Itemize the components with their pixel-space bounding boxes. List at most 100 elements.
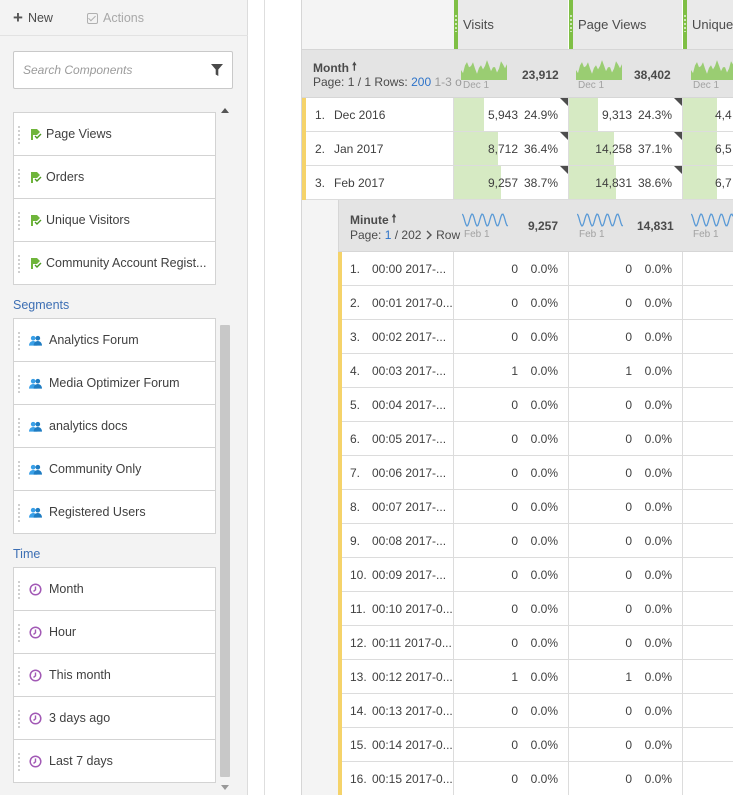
pageviews-cell[interactable]: 0 0.0% [569,592,683,626]
visits-cell[interactable]: 0 0.0% [454,490,569,524]
segment-item-media-optimizer-forum[interactable]: Media Optimizer Forum [13,361,216,405]
visits-cell[interactable]: 0 0.0% [454,626,569,660]
month-dimension-title[interactable]: Month 🠕 [313,58,357,77]
visits-cell[interactable]: 0 0.0% [454,388,569,422]
visits-cell[interactable]: 0 0.0% [454,558,569,592]
drag-handle-icon[interactable] [18,168,20,188]
table-row[interactable]: 12. 00:11 2017-0... 0 0.0% 0 0.0% [338,626,733,660]
components-scrollbar[interactable] [218,104,232,795]
pageviews-cell[interactable]: 0 0.0% [569,456,683,490]
segment-item-analytics-forum[interactable]: Analytics Forum [13,318,216,362]
table-row[interactable]: 1. 00:00 2017-... 0 0.0% 0 0.0% [338,252,733,286]
unique-visitors-cell[interactable] [683,354,733,388]
sort-ascending-icon[interactable]: 🠕 [351,61,357,73]
page-current[interactable]: 1 [347,75,355,89]
row-dimension-cell[interactable]: 14. 00:13 2017-0... [338,694,454,728]
pageviews-cell[interactable]: 0 0.0% [569,626,683,660]
row-dimension-cell[interactable]: 13. 00:12 2017-0... [338,660,454,694]
table-row[interactable]: 10. 00:09 2017-... 0 0.0% 0 0.0% [338,558,733,592]
metric-item-page-views[interactable]: Page Views [13,112,216,156]
visits-cell[interactable]: 0 0.0% [454,524,569,558]
pageviews-cell[interactable]: 0 0.0% [569,286,683,320]
table-row[interactable]: 2. Jan 2017 8,712 36.4% 14,258 37.1% 6,5 [302,132,733,166]
visits-cell[interactable]: 1 0.0% [454,660,569,694]
time-item-last-7-days[interactable]: Last 7 days [13,739,216,783]
column-header-page-views[interactable]: Page Views [569,0,683,49]
drag-handle-icon[interactable] [18,125,20,145]
visits-cell[interactable]: 0 0.0% [454,320,569,354]
table-row[interactable]: 1. Dec 2016 5,943 24.9% 9,313 24.3% 4,4 [302,98,733,132]
visits-cell[interactable]: 0 0.0% [454,456,569,490]
unique-visitors-cell[interactable] [683,286,733,320]
row-dimension-cell[interactable]: 11. 00:10 2017-0... [338,592,454,626]
pageviews-cell[interactable]: 0 0.0% [569,320,683,354]
drag-handle-icon[interactable] [18,580,20,600]
row-dimension-cell[interactable]: 3. Feb 2017 [302,166,454,200]
drag-handle-icon[interactable] [18,211,20,231]
unique-visitors-cell[interactable] [683,660,733,694]
scroll-down-icon[interactable] [221,785,229,790]
time-item-month[interactable]: Month [13,567,216,611]
drag-handle-icon[interactable] [18,623,20,643]
time-item-this-month[interactable]: This month [13,653,216,697]
unique-visitors-cell[interactable] [683,728,733,762]
unique-visitors-cell[interactable] [683,388,733,422]
unique-visitors-cell[interactable] [683,252,733,286]
visits-cell[interactable]: 0 0.0% [454,592,569,626]
minute-dimension-title[interactable]: Minute 🠕 [350,210,396,229]
time-item-hour[interactable]: Hour [13,610,216,654]
visits-cell[interactable]: 0 0.0% [454,286,569,320]
table-row[interactable]: 4. 00:03 2017-... 1 0.0% 1 0.0% [338,354,733,388]
unique-visitors-cell[interactable] [683,694,733,728]
pageviews-cell[interactable]: 0 0.0% [569,422,683,456]
drag-handle-icon[interactable] [18,254,20,274]
pageviews-cell[interactable]: 14,258 37.1% [569,132,683,166]
row-dimension-cell[interactable]: 5. 00:04 2017-... [338,388,454,422]
pageviews-cell[interactable]: 14,831 38.6% [569,166,683,200]
drag-handle-icon[interactable] [18,460,20,480]
table-row[interactable]: 15. 00:14 2017-0... 0 0.0% 0 0.0% [338,728,733,762]
row-dimension-cell[interactable]: 7. 00:06 2017-... [338,456,454,490]
visits-cell[interactable]: 0 0.0% [454,762,569,795]
chevron-right-icon[interactable] [425,230,433,240]
time-item-3-days-ago[interactable]: 3 days ago [13,696,216,740]
row-dimension-cell[interactable]: 9. 00:08 2017-... [338,524,454,558]
unique-visitors-cell[interactable] [683,422,733,456]
visits-cell[interactable]: 9,257 38.7% [454,166,569,200]
table-row[interactable]: 3. 00:02 2017-... 0 0.0% 0 0.0% [338,320,733,354]
table-row[interactable]: 13. 00:12 2017-0... 1 0.0% 1 0.0% [338,660,733,694]
pageviews-cell[interactable]: 0 0.0% [569,524,683,558]
row-dimension-cell[interactable]: 2. 00:01 2017-0... [338,286,454,320]
pageviews-cell[interactable]: 9,313 24.3% [569,98,683,132]
pageviews-cell[interactable]: 0 0.0% [569,490,683,524]
unique-visitors-cell[interactable] [683,320,733,354]
unique-visitors-cell[interactable] [683,558,733,592]
visits-cell[interactable]: 5,943 24.9% [454,98,569,132]
metric-item-unique-visitors[interactable]: Unique Visitors [13,198,216,242]
visits-cell[interactable]: 0 0.0% [454,728,569,762]
segment-item-analytics-docs[interactable]: analytics docs [13,404,216,448]
unique-visitors-cell[interactable] [683,762,733,795]
scroll-thumb[interactable] [220,325,230,777]
table-row[interactable]: 14. 00:13 2017-0... 0 0.0% 0 0.0% [338,694,733,728]
row-dimension-cell[interactable]: 1. 00:00 2017-... [338,252,454,286]
pageviews-cell[interactable]: 0 0.0% [569,762,683,795]
visits-cell[interactable]: 1 0.0% [454,354,569,388]
row-dimension-cell[interactable]: 16. 00:15 2017-0... [338,762,454,795]
column-header-visits[interactable]: Visits [454,0,569,49]
visits-cell[interactable]: 8,712 36.4% [454,132,569,166]
table-row[interactable]: 11. 00:10 2017-0... 0 0.0% 0 0.0% [338,592,733,626]
visits-cell[interactable]: 0 0.0% [454,422,569,456]
row-dimension-cell[interactable]: 3. 00:02 2017-... [338,320,454,354]
segment-item-registered-users[interactable]: Registered Users [13,490,216,534]
table-row[interactable]: 9. 00:08 2017-... 0 0.0% 0 0.0% [338,524,733,558]
pageviews-cell[interactable]: 0 0.0% [569,558,683,592]
rows-per-page-link[interactable]: 200 [411,75,432,89]
row-dimension-cell[interactable]: 1. Dec 2016 [302,98,454,132]
page-current[interactable]: 1 [384,228,392,242]
table-row[interactable]: 5. 00:04 2017-... 0 0.0% 0 0.0% [338,388,733,422]
unique-visitors-cell[interactable] [683,456,733,490]
table-row[interactable]: 16. 00:15 2017-0... 0 0.0% 0 0.0% [338,762,733,795]
table-row[interactable]: 3. Feb 2017 9,257 38.7% 14,831 38.6% 6,7 [302,166,733,200]
unique-visitors-cell[interactable] [683,524,733,558]
